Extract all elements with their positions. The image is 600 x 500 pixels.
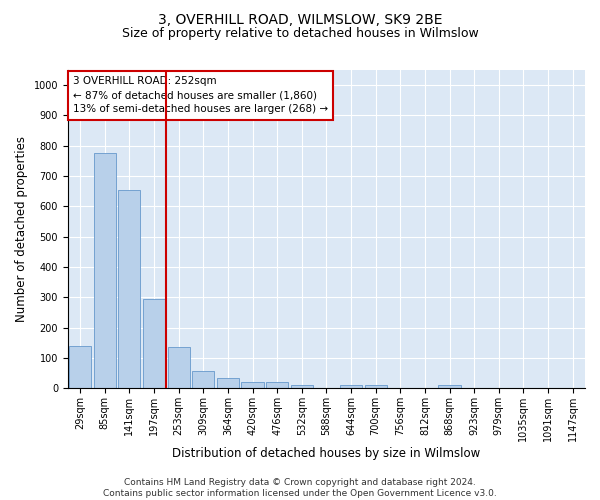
Bar bbox=[167, 346, 190, 389]
X-axis label: Distribution of detached houses by size in Wilmslow: Distribution of detached houses by size … bbox=[172, 447, 481, 460]
Bar bbox=[241, 382, 263, 388]
Bar bbox=[266, 382, 288, 388]
Bar bbox=[439, 386, 461, 388]
Text: Contains HM Land Registry data © Crown copyright and database right 2024.
Contai: Contains HM Land Registry data © Crown c… bbox=[103, 478, 497, 498]
Bar bbox=[118, 190, 140, 388]
Bar bbox=[192, 371, 214, 388]
Text: Size of property relative to detached houses in Wilmslow: Size of property relative to detached ho… bbox=[122, 28, 478, 40]
Bar bbox=[217, 378, 239, 388]
Y-axis label: Number of detached properties: Number of detached properties bbox=[15, 136, 28, 322]
Bar bbox=[340, 386, 362, 388]
Bar bbox=[290, 386, 313, 388]
Text: 3 OVERHILL ROAD: 252sqm
← 87% of detached houses are smaller (1,860)
13% of semi: 3 OVERHILL ROAD: 252sqm ← 87% of detache… bbox=[73, 76, 328, 114]
Bar bbox=[94, 154, 116, 388]
Text: 3, OVERHILL ROAD, WILMSLOW, SK9 2BE: 3, OVERHILL ROAD, WILMSLOW, SK9 2BE bbox=[158, 12, 442, 26]
Bar bbox=[365, 386, 387, 388]
Bar bbox=[69, 346, 91, 389]
Bar bbox=[143, 299, 165, 388]
